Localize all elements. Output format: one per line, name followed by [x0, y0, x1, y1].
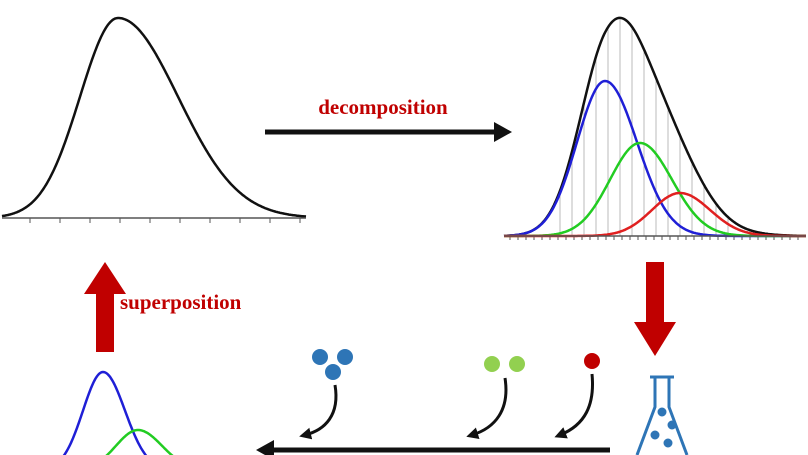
up-arrow: [84, 262, 126, 352]
arrow-head: [256, 440, 274, 455]
curve: [503, 79, 806, 238]
superposition-label: superposition: [120, 290, 242, 314]
decomposition-label: decomposition: [318, 95, 448, 119]
arrow-head: [494, 122, 512, 142]
curve: [62, 370, 148, 455]
flask: [635, 375, 689, 455]
molecules: [299, 349, 600, 440]
curve: [503, 16, 806, 238]
curve: [1, 16, 307, 218]
curve: [105, 428, 174, 455]
down-arrow: [634, 262, 676, 356]
